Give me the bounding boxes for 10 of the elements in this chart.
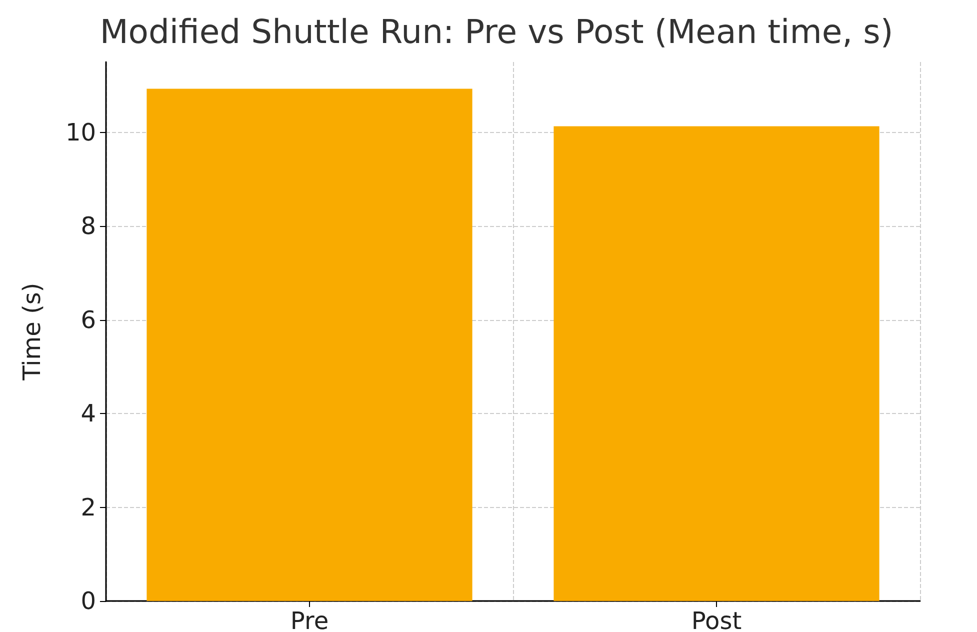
y-tick-label: 0 — [80, 587, 96, 615]
y-tick-label: 6 — [80, 306, 96, 334]
y-tick-label: 8 — [80, 212, 96, 240]
y-tick-label: 4 — [80, 400, 96, 428]
x-tick-label: Post — [691, 607, 742, 632]
y-axis-title: Time (s) — [18, 282, 46, 382]
chart-title: Modified Shuttle Run: Pre vs Post (Mean time, s) — [100, 12, 894, 51]
x-tick-label: Pre — [290, 607, 329, 632]
y-tick-label: 10 — [65, 118, 96, 146]
y-tick-label: 2 — [80, 493, 96, 522]
